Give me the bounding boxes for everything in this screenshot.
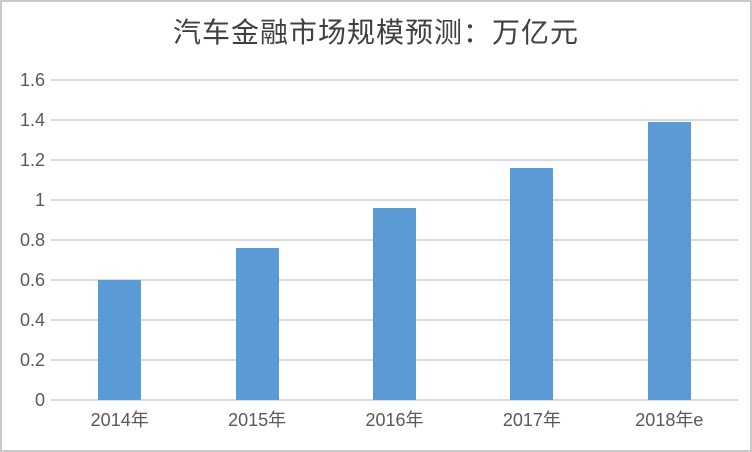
gridline	[51, 399, 738, 401]
x-tick-label: 2016年	[365, 410, 424, 430]
bar	[235, 248, 279, 400]
bar	[98, 280, 142, 400]
y-tick-label: 1.6	[19, 70, 45, 90]
x-tick-label: 2018年e	[635, 410, 704, 430]
y-tick-label: 1	[34, 190, 45, 210]
bar	[647, 122, 691, 400]
x-axis: 2014年 2015年 2016年 2017年 2018年e	[51, 408, 738, 432]
gridline	[51, 79, 738, 81]
chart-title: 汽车金融市场规模预测：万亿元	[172, 16, 579, 49]
bar	[510, 168, 554, 400]
y-tick-label: 0	[34, 390, 45, 410]
x-tick-label: 2015年	[228, 410, 287, 430]
bar-cell	[51, 80, 188, 400]
bar	[373, 208, 417, 400]
plot-area	[51, 79, 738, 401]
gridline	[51, 119, 738, 121]
x-tick-label: 2017年	[502, 410, 561, 430]
bar-cell	[326, 80, 463, 400]
bar-cell	[601, 80, 738, 400]
bar-cell	[188, 80, 325, 400]
x-tick-label: 2014年	[90, 410, 149, 430]
gridline	[51, 199, 738, 201]
y-tick-label: 1.4	[19, 110, 45, 130]
y-tick-label: 0.8	[19, 230, 45, 250]
y-tick-label: 0.4	[19, 310, 45, 330]
y-axis: 0 0.2 0.4 0.6 0.8 1 1.2 1.4 1.6	[2, 70, 45, 410]
bar-cell	[463, 80, 600, 400]
gridline	[51, 159, 738, 161]
y-tick-label: 1.2	[19, 150, 45, 170]
bar-series	[51, 80, 738, 400]
y-tick-label: 0.2	[19, 350, 45, 370]
y-tick-label: 0.6	[19, 270, 45, 290]
